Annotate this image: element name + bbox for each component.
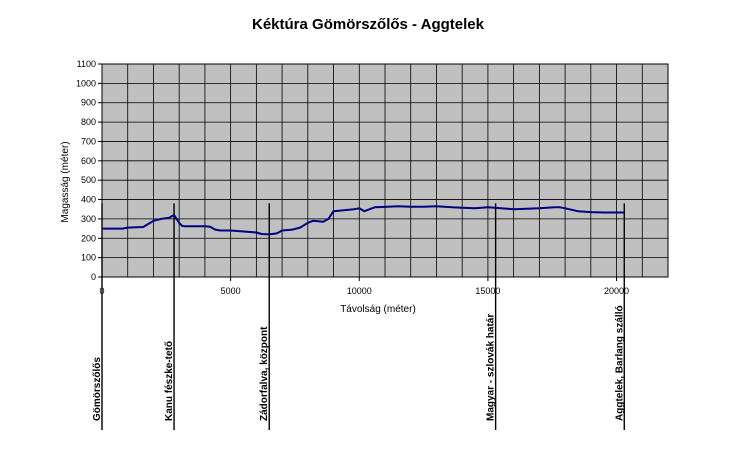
x-tick-label: 20000 <box>604 286 629 296</box>
y-tick-label: 900 <box>81 98 96 108</box>
y-tick-label: 300 <box>81 214 96 224</box>
y-tick-label: 1000 <box>76 78 96 88</box>
location-markers: Gömörszőlős Kanu fészke-tető Zádorfalva, k… <box>92 203 625 430</box>
x-axis-label: Távolság (méter) <box>340 304 416 315</box>
location-marker-label: Gömörszőlős <box>92 357 103 421</box>
y-axis-label: Magasság (méter) <box>60 141 71 222</box>
y-tick-label: 800 <box>81 117 96 127</box>
grid-lines <box>102 64 668 277</box>
location-marker-label: Aggtelek, Barlang szálló <box>614 305 625 421</box>
y-tick-label: 500 <box>81 175 96 185</box>
y-tick-label: 600 <box>81 156 96 166</box>
y-tick-label: 1100 <box>77 59 96 69</box>
y-tick-label: 400 <box>81 195 96 205</box>
chart-title: Kéktúra Gömörszőlős - Aggtelek <box>252 16 485 33</box>
tick-labels: 0100200300400500600700800900100011000500… <box>76 59 629 296</box>
location-marker-label: Kanu fészke-tető <box>164 341 175 421</box>
y-tick-label: 0 <box>91 272 96 282</box>
x-tick-label: 15000 <box>475 286 500 296</box>
x-tick-label: 5000 <box>221 286 241 296</box>
y-tick-label: 100 <box>81 253 96 263</box>
y-tick-label: 200 <box>81 233 96 243</box>
location-marker-label: Zádorfalva, központ <box>259 326 270 421</box>
x-tick-label: 10000 <box>347 286 372 296</box>
y-tick-label: 700 <box>81 136 96 146</box>
elevation-series-line <box>102 205 625 236</box>
series-layer <box>102 205 625 236</box>
location-marker-label: Magyar - szlovák határ <box>486 314 497 421</box>
